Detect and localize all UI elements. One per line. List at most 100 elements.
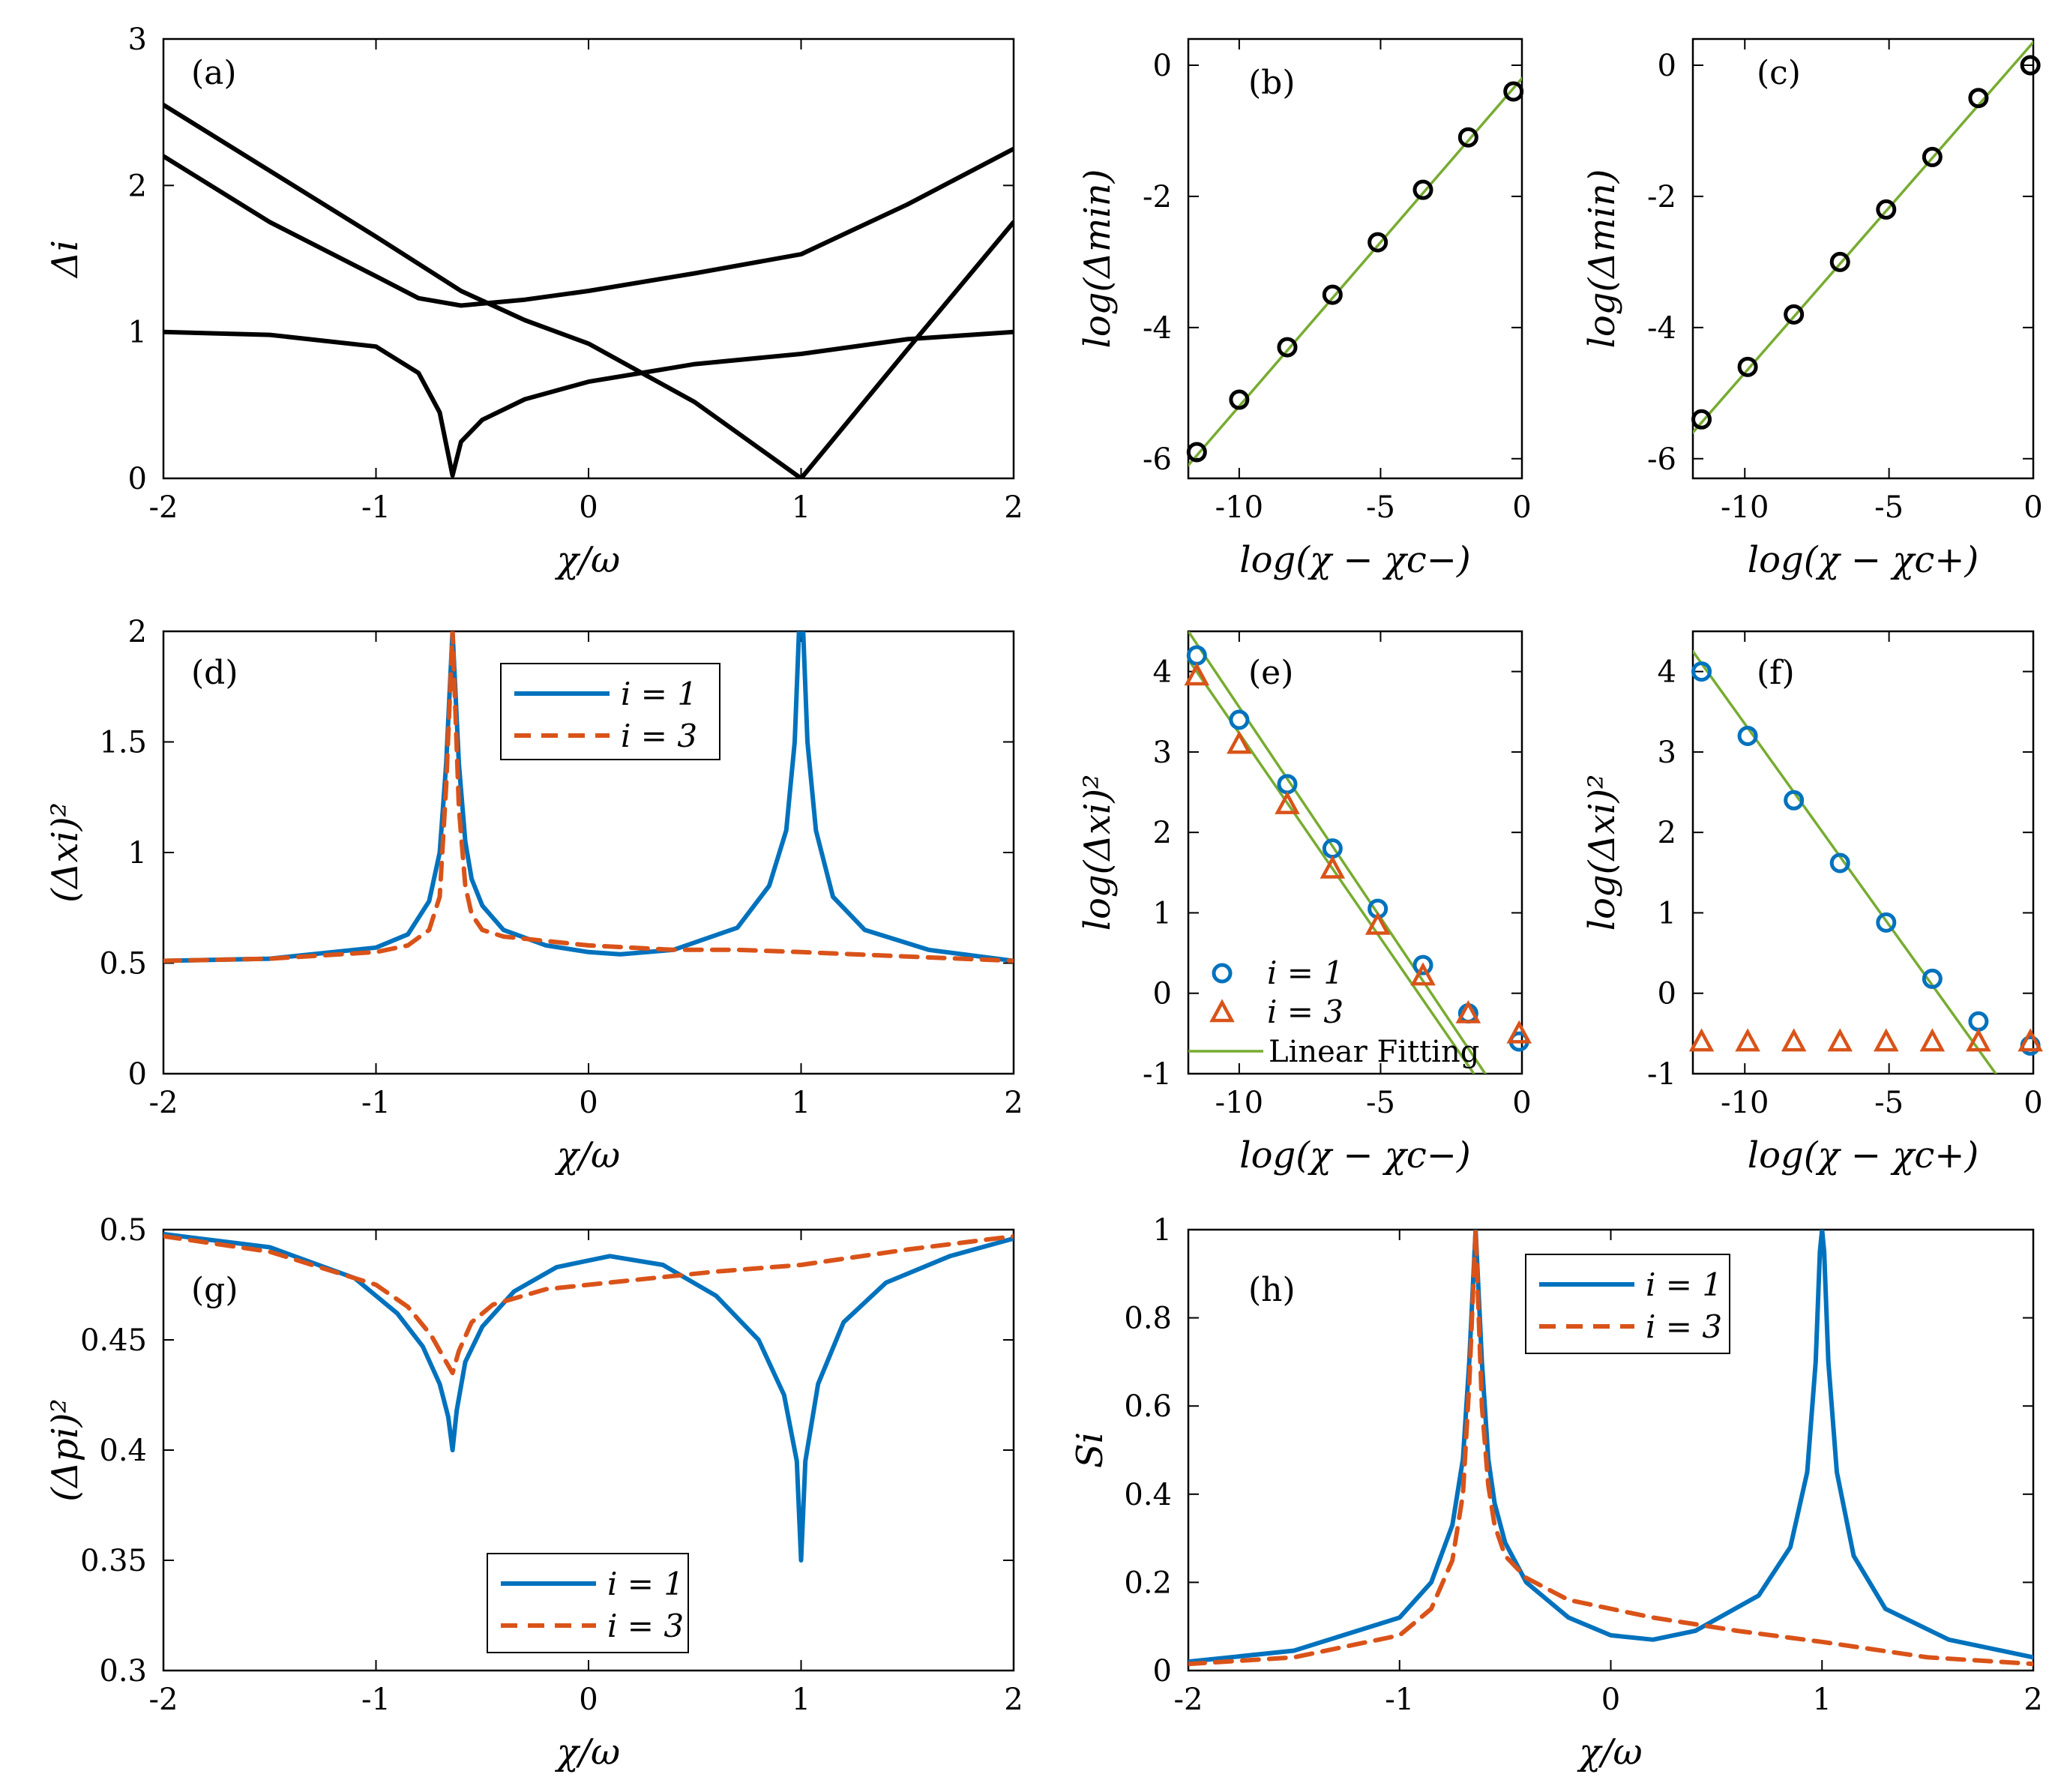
y-tick-label: 0 xyxy=(1153,977,1172,1011)
x-tick-label: -10 xyxy=(1721,1086,1769,1120)
y-tick-label: 2 xyxy=(128,615,147,649)
y-tick-label: 0 xyxy=(128,462,147,496)
x-tick-label: -5 xyxy=(1366,490,1395,525)
data-point-f xyxy=(1784,790,1805,811)
y-tick-label: 2 xyxy=(1153,816,1172,850)
y-tick-label: 0.6 xyxy=(1124,1389,1172,1424)
data-point-e xyxy=(1275,790,1300,814)
panel-h: -2 -1 0 1 2 0 0.2 0.4 0.6 0.8 1 χ/ω Si (h) i = 1 i = 3 xyxy=(1069,1213,2043,1773)
series-line-h-i3 xyxy=(1188,1230,2033,1667)
y-tick-label: 1 xyxy=(1658,896,1676,930)
legend: i = 1i = 3 Linear Fitting xyxy=(1188,954,1479,1069)
y-tick-label: -4 xyxy=(1647,311,1676,346)
legend-label: i = 1 xyxy=(621,676,697,712)
plot-area xyxy=(1188,76,1522,467)
x-axis-label: χ/ω xyxy=(1577,1731,1642,1773)
plot-area xyxy=(163,102,1014,478)
plot-area xyxy=(1188,1230,2033,1667)
x-tick-label: 0 xyxy=(579,1683,598,1717)
data-point-c xyxy=(1922,146,1943,167)
series-line-a-middle xyxy=(163,146,1014,308)
y-tick-label: 1 xyxy=(1153,896,1172,930)
data-point-f xyxy=(1876,912,1897,933)
data-point-f xyxy=(1827,1028,1853,1052)
data-point-b xyxy=(1229,389,1250,410)
y-tick-label: 4 xyxy=(1153,655,1172,690)
x-tick-label: 1 xyxy=(792,490,810,525)
legend-swatch xyxy=(1212,963,1233,984)
data-point-f xyxy=(1919,1028,1946,1052)
data-point-b xyxy=(1368,232,1388,253)
x-tick-label: 0 xyxy=(2024,1086,2042,1120)
y-tick-label: -6 xyxy=(1647,442,1676,477)
data-point-e xyxy=(1320,855,1346,879)
legend: i = 1 i = 3 xyxy=(500,663,720,760)
y-tick-label: 0.4 xyxy=(1124,1478,1172,1512)
panel-label: (h) xyxy=(1248,1271,1296,1309)
data-point-c xyxy=(1876,199,1897,220)
panel-a: -2 -1 0 1 2 0 1 2 3 χ/ω Δi (a) xyxy=(44,22,1023,581)
x-tick-label: 1 xyxy=(1813,1683,1832,1717)
data-point-b xyxy=(1503,81,1524,102)
series-line-d-i3 xyxy=(163,631,1014,963)
x-tick-label: -1 xyxy=(361,490,391,525)
data-point-e xyxy=(1410,962,1436,986)
x-tick-label: 1 xyxy=(792,1683,810,1717)
y-tick-label: -4 xyxy=(1143,311,1172,346)
data-point-c xyxy=(1968,88,1989,109)
data-point-f xyxy=(1737,725,1758,746)
y-tick-label: 2 xyxy=(1658,816,1676,850)
x-axis-label: log(χ − χc−) xyxy=(1239,539,1470,581)
x-tick-label: 0 xyxy=(579,1086,598,1120)
y-tick-label: 1 xyxy=(128,316,147,350)
axes-frame xyxy=(162,37,1015,480)
y-tick-label: 0 xyxy=(1658,49,1676,83)
x-tick-label: -5 xyxy=(1874,490,1904,525)
y-tick-label: 0.5 xyxy=(99,947,147,981)
y-tick-label: 0.35 xyxy=(80,1544,147,1578)
series-line-g-i3 xyxy=(163,1233,1014,1376)
y-axis-label: Δi xyxy=(44,240,86,279)
panel-label: (e) xyxy=(1248,654,1293,692)
x-tick-label: 0 xyxy=(579,490,598,525)
y-tick-label: 1.5 xyxy=(99,726,147,760)
legend: i = 1 i = 3 xyxy=(1525,1254,1730,1354)
data-point-c xyxy=(1737,356,1758,377)
series-line-e-fit1 xyxy=(1188,631,1487,1074)
legend-label: i = 3 xyxy=(621,718,697,754)
axes-frame xyxy=(1691,37,2035,480)
data-point-e xyxy=(1227,730,1252,754)
data-point-c xyxy=(1691,409,1712,430)
x-axis-label: log(χ − χc−) xyxy=(1239,1134,1470,1176)
data-point-c xyxy=(2020,55,2041,76)
y-tick-label: 0 xyxy=(1153,49,1172,83)
data-point-b xyxy=(1322,284,1343,305)
panel-g: -2 -1 0 1 2 0.3 0.35 0.4 0.45 0.5 χ/ω (Δpi)² (g) i = … xyxy=(44,1213,1023,1773)
y-tick-label: -2 xyxy=(1143,180,1172,214)
y-tick-label: 2 xyxy=(128,169,147,203)
data-point-f xyxy=(1968,1011,1989,1032)
x-tick-label: -10 xyxy=(1721,490,1769,525)
y-tick-label: 0.8 xyxy=(1124,1302,1172,1336)
data-point-b xyxy=(1412,179,1433,200)
data-point-f xyxy=(1691,661,1712,682)
data-point-f xyxy=(1688,1028,1715,1052)
x-tick-label: 0 xyxy=(1601,1683,1620,1717)
y-axis-label: Si xyxy=(1069,1432,1111,1468)
plot-area xyxy=(1693,650,1997,1074)
y-tick-label: -2 xyxy=(1647,180,1676,214)
y-tick-label: 1 xyxy=(128,836,147,871)
x-tick-label: -5 xyxy=(1366,1086,1395,1120)
y-tick-label: 0.45 xyxy=(80,1323,147,1358)
panel-label: (c) xyxy=(1757,54,1801,92)
panel-b: -10 -5 0 -6 -4 -2 0 log(χ − χc−) log(Δmin) (b) xyxy=(1077,37,1532,581)
y-tick-label: 0.4 xyxy=(99,1434,147,1468)
axes-frame xyxy=(1187,630,1523,1075)
y-tick-label: -1 xyxy=(1143,1057,1172,1092)
x-tick-label: -1 xyxy=(361,1086,391,1120)
plot-area xyxy=(163,1231,1014,1563)
series-line-g-i1 xyxy=(163,1231,1014,1563)
legend-label: i = 3 xyxy=(1646,1308,1722,1345)
x-tick-label: 0 xyxy=(2024,490,2042,525)
series-line-a-lower xyxy=(163,329,1014,478)
